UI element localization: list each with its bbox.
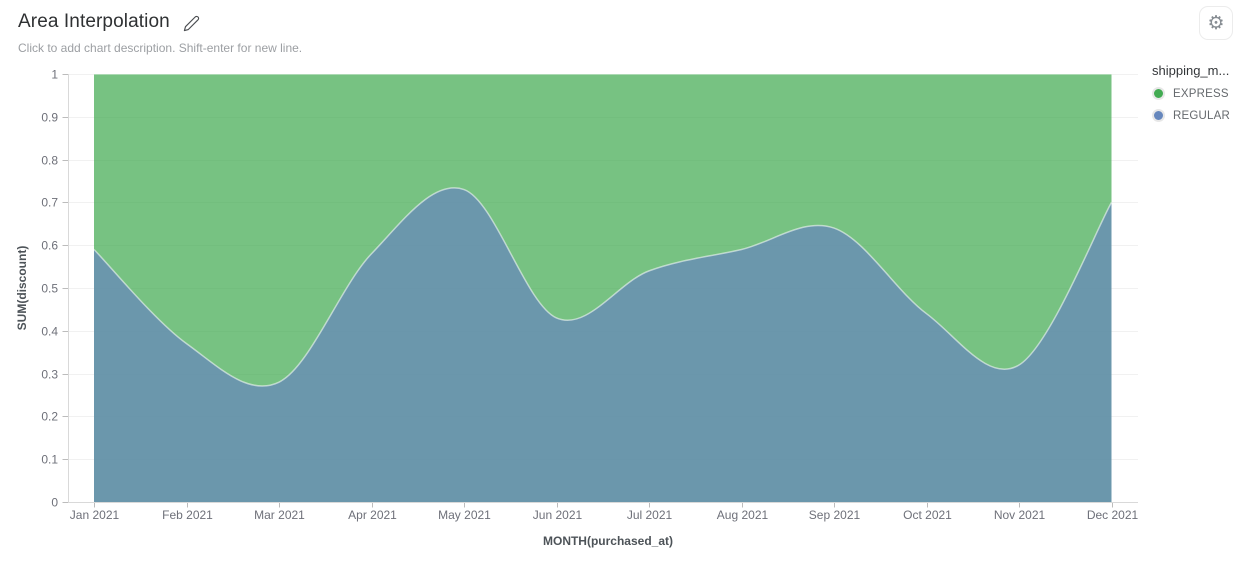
- edit-icon[interactable]: [183, 15, 200, 32]
- x-tick-label: Mar 2021: [254, 508, 305, 522]
- y-tick-label: 0.9: [41, 111, 58, 125]
- gear-icon: ⚙: [1207, 11, 1225, 34]
- chart-axes: 0 0.1 0.2 0.3 0.4 0.5 0.6 0.7 0.8 0.9 1 Jan 2021 Feb…: [41, 68, 1138, 523]
- series-boundary-line: [93, 187, 1113, 387]
- x-tick-label: Apr 2021: [348, 508, 397, 522]
- legend-item-regular[interactable]: REGULAR: [1152, 109, 1241, 122]
- x-tick-label: Aug 2021: [717, 508, 769, 522]
- page-subtitle[interactable]: Click to add chart description. Shift-en…: [18, 41, 303, 55]
- y-tick-label: 0.6: [41, 239, 58, 253]
- legend-items: EXPRESS REGULAR: [1152, 87, 1241, 122]
- x-tick-label: Feb 2021: [162, 508, 213, 522]
- y-tick-label: 0.5: [41, 282, 58, 296]
- x-tick-label: Oct 2021: [903, 508, 952, 522]
- header: Area Interpolation: [18, 11, 200, 33]
- x-tick-label: May 2021: [438, 508, 491, 522]
- x-tick-label: Jan 2021: [70, 508, 120, 522]
- x-tick-label: Sep 2021: [809, 508, 861, 522]
- x-tick-label: Jun 2021: [533, 508, 583, 522]
- y-tick-label: 1: [51, 68, 58, 82]
- y-axis-title: SUM(discount): [15, 246, 29, 331]
- legend-item-label: EXPRESS: [1173, 87, 1229, 100]
- x-tick-label: Dec 2021: [1087, 508, 1139, 522]
- y-tick-label: 0.4: [41, 325, 58, 339]
- legend-marker: [1152, 109, 1165, 122]
- y-tick-label: 0: [51, 496, 58, 510]
- legend-marker: [1152, 87, 1165, 100]
- legend-title: shipping_m...: [1152, 63, 1230, 78]
- y-tick-label: 0.7: [41, 196, 58, 210]
- x-tick-label: Nov 2021: [994, 508, 1046, 522]
- y-tick-label: 0.8: [41, 154, 58, 168]
- settings-button[interactable]: ⚙: [1199, 6, 1233, 40]
- y-tick-label: 0.2: [41, 410, 58, 424]
- legend-item-label: REGULAR: [1173, 109, 1230, 122]
- area-series-regular[interactable]: [94, 187, 1112, 502]
- y-tick-label: 0.3: [41, 368, 58, 382]
- chart-series: [93, 73, 1113, 502]
- legend: shipping_m... EXPRESS REGULAR: [1152, 63, 1241, 131]
- x-axis-title: MONTH(purchased_at): [543, 534, 673, 548]
- legend-item-express[interactable]: EXPRESS: [1152, 87, 1241, 100]
- page-title[interactable]: Area Interpolation: [18, 11, 170, 32]
- x-tick-label: Jul 2021: [627, 508, 673, 522]
- y-tick-label: 0.1: [41, 453, 58, 467]
